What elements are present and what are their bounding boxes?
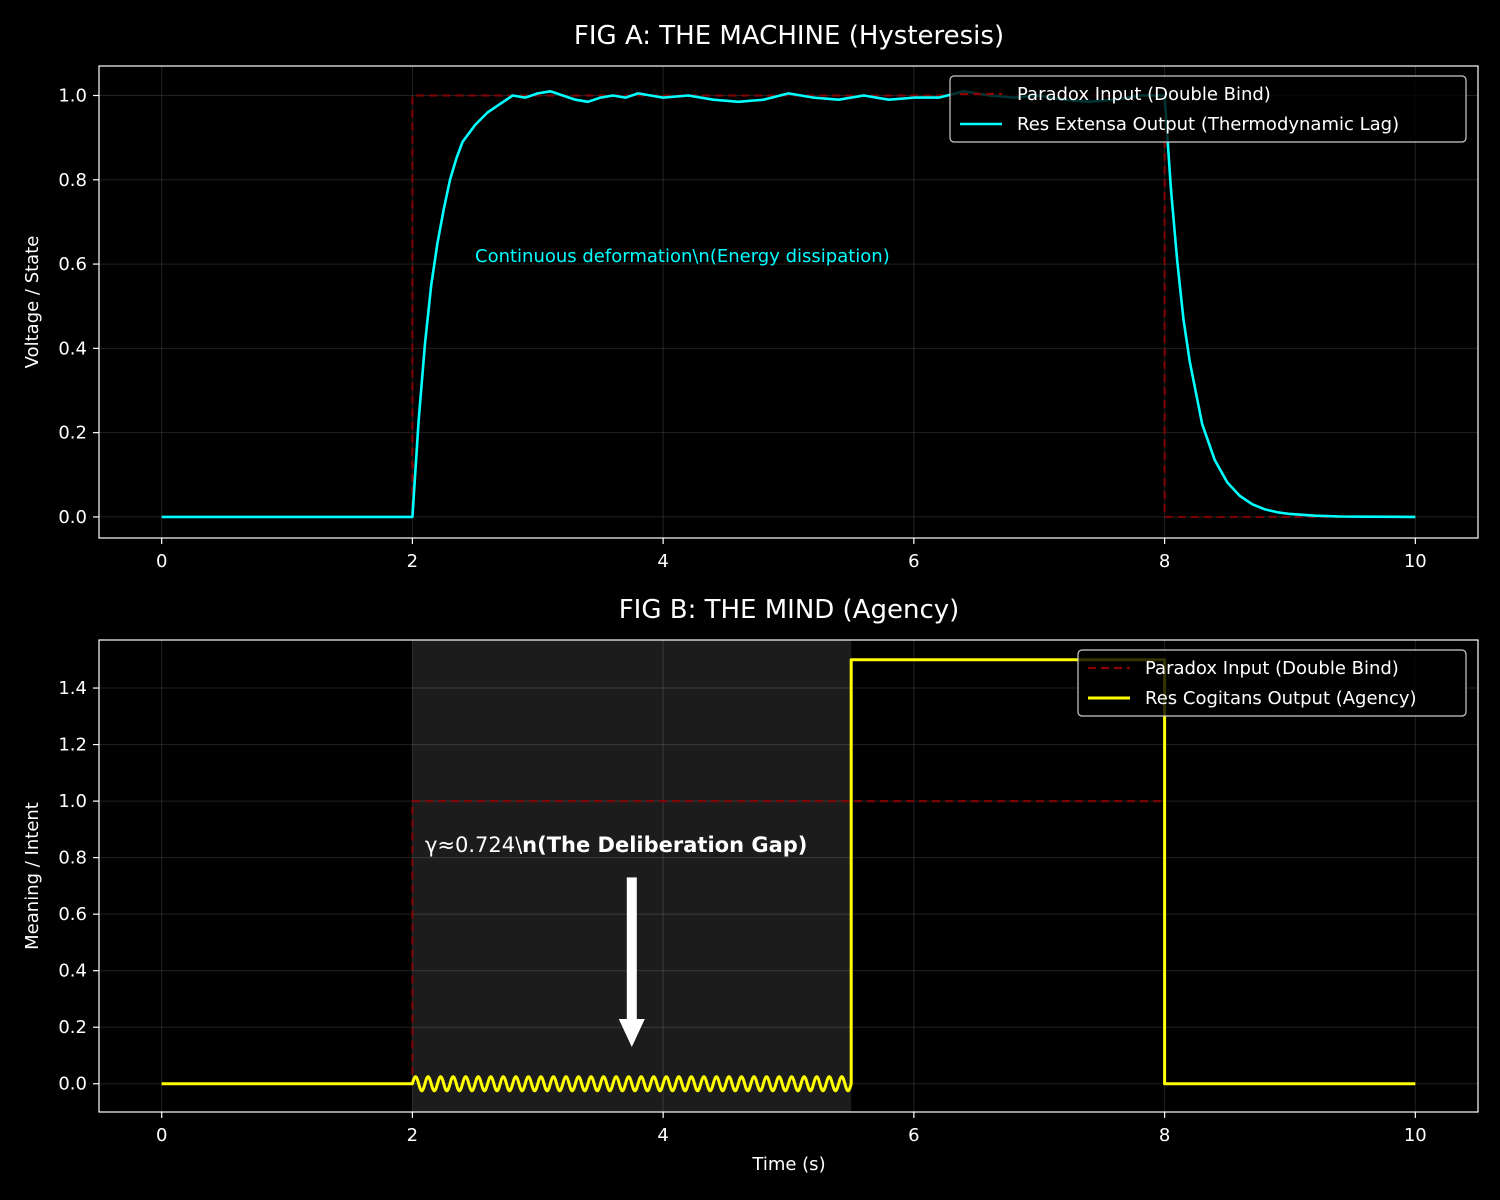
x-tick-label: 0 [156,1125,167,1146]
y-tick-label: 0.0 [58,507,87,528]
panel-b-ylabel: Meaning / Intent [22,802,43,950]
x-tick-label: 8 [1159,1125,1170,1146]
arrow-head [618,1018,645,1047]
x-tick-label: 2 [407,551,418,572]
panel-b-legend: Paradox Input (Double Bind) Res Cogitans… [1077,649,1467,717]
y-tick-label: 1.0 [58,791,87,812]
panel-b-frame [98,639,1479,1113]
panel-a-annotation: Continuous deformation\n(Energy dissipat… [475,246,890,267]
panel-a-ticks: 0 2 4 6 8 10 0.0 0.2 0.4 0.6 0.8 1.0 [58,86,1426,573]
panel-a-legend-box [949,75,1467,143]
y-tick-label: 1.2 [58,735,87,756]
panel-b-annotation-arrow [618,877,645,1047]
x-tick-label: 6 [908,551,919,572]
y-tick-label: 1.0 [58,86,87,107]
x-tick-label: 10 [1404,551,1427,572]
panel-b-annotation-bold: n(The Deliberation Gap) [522,833,807,857]
panel-b-annotation: γ≈0.724\n(The Deliberation Gap) [425,833,807,857]
x-tick-label: 4 [657,1125,668,1146]
panel-b-annotation-prefix: γ≈0.724\ [425,833,523,857]
x-tick-label: 0 [156,551,167,572]
y-tick-label: 0.8 [58,170,87,191]
x-tick-label: 8 [1159,551,1170,572]
panel-b-legend-box [1077,649,1467,717]
panel-a-frame [98,65,1479,539]
y-tick-label: 0.6 [58,904,87,925]
panel-b-legend-label-input: Paradox Input (Double Bind) [1145,658,1399,679]
panel-a-title: FIG A: THE MACHINE (Hysteresis) [574,21,1004,51]
y-tick-label: 0.4 [58,961,87,982]
y-tick-label: 0.2 [58,1017,87,1038]
y-tick-label: 0.0 [58,1074,87,1095]
panel-a-legend-label-input: Paradox Input (Double Bind) [1017,84,1271,105]
x-tick-label: 10 [1404,1125,1427,1146]
x-tick-label: 6 [908,1125,919,1146]
y-tick-label: 0.8 [58,848,87,869]
panel-a: FIG A: THE MACHINE (Hysteresis) 0 2 4 6 8 100… [22,21,1479,573]
output-series-line [161,89,1416,519]
panel-b-lines [161,658,1416,1093]
y-tick-label: 0.2 [58,423,87,444]
output-series-line [161,658,1416,1093]
panel-b-xlabel: Time (s) [751,1154,825,1175]
panel-a-ylabel: Voltage / State [22,236,43,369]
panel-a-legend-label-output: Res Extensa Output (Thermodynamic Lag) [1017,114,1399,135]
panel-b-title: FIG B: THE MIND (Agency) [619,595,960,625]
panel-a-lines [161,89,1416,519]
y-tick-label: 0.4 [58,338,87,359]
panel-b: FIG B: THE MIND (Agency) 0 2 4 6 8 10 0.0 0.2 0.… [22,595,1479,1175]
x-tick-label: 4 [657,551,668,572]
panel-b-ticks: 0 2 4 6 8 10 0.0 0.2 0.4 0.6 0.8 1.0 1.2 1.4 [58,678,1426,1146]
y-tick-label: 1.4 [58,678,87,699]
arrow-shaft [626,877,637,1019]
panel-b-legend-label-output: Res Cogitans Output (Agency) [1145,688,1417,709]
x-tick-label: 2 [407,1125,418,1146]
input-series-line [161,94,1416,519]
y-tick-label: 0.6 [58,254,87,275]
panel-a-legend: Paradox Input (Double Bind) Res Extensa … [949,75,1467,143]
